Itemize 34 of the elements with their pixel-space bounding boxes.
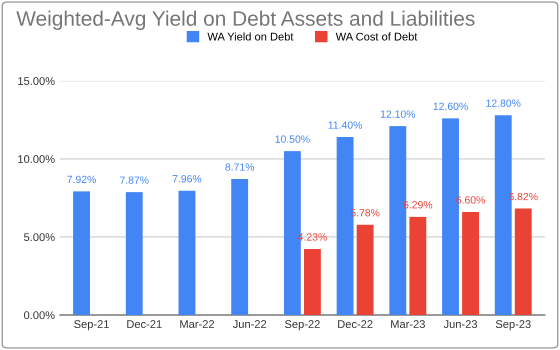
data-label: 11.40% xyxy=(328,121,362,129)
bar xyxy=(356,224,374,315)
data-label: 12.10% xyxy=(380,110,416,118)
y-tick-label: 5.00% xyxy=(24,233,55,242)
legend-label: WA Yield on Debt xyxy=(207,32,294,41)
bar xyxy=(304,248,321,315)
data-label: 12.80% xyxy=(486,100,521,107)
data-label: 7.92% xyxy=(67,176,96,184)
bar xyxy=(231,179,248,315)
bar xyxy=(514,208,532,315)
legend-label: WA Cost of Debt xyxy=(336,32,418,41)
x-tick-label: Dec-21 xyxy=(127,320,162,328)
y-tick-label: 0.00% xyxy=(24,311,55,320)
y-tick-label: 10.00% xyxy=(18,155,55,164)
data-label: 7.87% xyxy=(120,176,149,184)
x-tick-label: Jun-22 xyxy=(232,320,266,328)
data-label: 8.71% xyxy=(225,163,254,171)
x-tick-label: Sep-23 xyxy=(496,320,531,330)
bar xyxy=(178,190,196,315)
bar xyxy=(126,192,143,315)
x-tick-label: Jun-23 xyxy=(444,320,478,328)
y-tick-label: 15.00% xyxy=(18,77,55,85)
chart-title: Weighted-Avg Yield on Debt Assets and Liabilities xyxy=(16,10,475,30)
bar xyxy=(462,212,479,315)
x-tick-label: Mar-22 xyxy=(180,320,214,328)
bar xyxy=(409,216,426,315)
x-tick-label: Mar-23 xyxy=(391,320,425,328)
x-tick-label: Dec-22 xyxy=(338,320,372,328)
bar xyxy=(73,191,90,315)
data-label: 10.50% xyxy=(276,135,310,143)
data-label: 12.60% xyxy=(434,102,468,110)
x-tick-label: Sep-22 xyxy=(284,320,320,330)
data-label: 7.96% xyxy=(172,175,202,182)
x-tick-label: Sep-21 xyxy=(74,320,109,330)
